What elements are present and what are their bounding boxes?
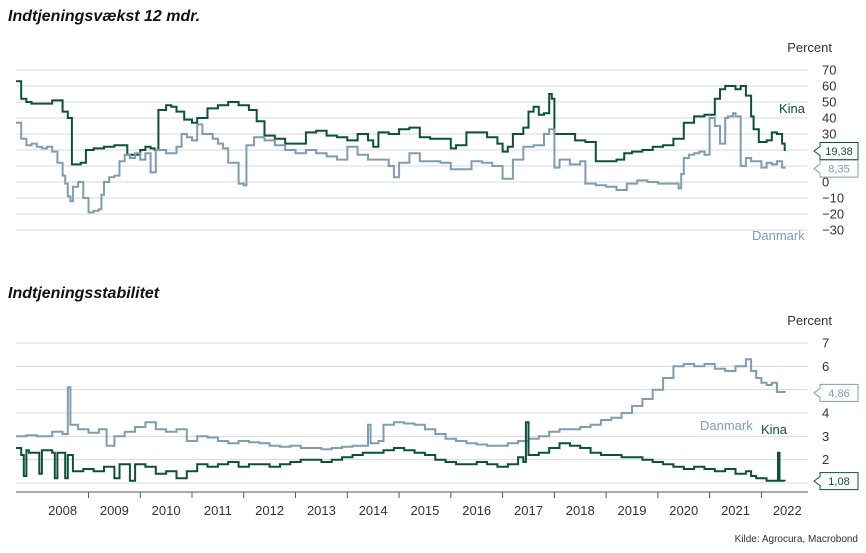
growth-ytick-label: 60: [822, 79, 836, 94]
x-tick-label: 2008: [48, 503, 77, 518]
x-tick-label: 2020: [669, 503, 698, 518]
stability-ytick-label: 2: [822, 452, 829, 467]
growth-unit-label: Percent: [787, 40, 832, 55]
growth-end-label-box-kina: [813, 141, 859, 160]
x-tick-label: 2012: [255, 503, 284, 518]
stability-ytick-label: 3: [822, 429, 829, 444]
stability-end-label-kina: 1,08: [828, 476, 849, 488]
growth-end-label-danmark: 8,35: [828, 164, 849, 176]
x-tick-label: 2017: [514, 503, 543, 518]
x-tick-label: 2021: [721, 503, 750, 518]
stability-legend-kina: Kina: [761, 422, 788, 437]
x-tick-label: 2014: [359, 503, 388, 518]
growth-series-danmark: [16, 112, 786, 214]
stability-end-label-box-danmark: [813, 383, 859, 402]
growth-legend-kina: Kina: [779, 101, 806, 116]
source-note: Kilde: Agrocura, Macrobond: [734, 534, 858, 545]
stability-ytick-label: 7: [822, 336, 829, 351]
x-tick-label: 2016: [462, 503, 491, 518]
stability-unit-label: Percent: [787, 313, 832, 328]
x-tick-label: 2015: [410, 503, 439, 518]
growth-ytick-label: 50: [822, 95, 836, 110]
x-tick-label: 2009: [100, 503, 129, 518]
growth-chart: 706050403020100−10−20−30Percent19,388,35…: [16, 40, 859, 243]
x-tick-label: 2019: [618, 503, 647, 518]
chart-title-stability: Indtjeningsstabilitet: [8, 285, 160, 302]
x-tick-label: 2013: [307, 503, 336, 518]
growth-legend-danmark: Danmark: [752, 228, 805, 243]
growth-end-label-kina: 19,38: [825, 146, 853, 158]
growth-ytick-label: −20: [822, 207, 844, 222]
growth-ytick-label: −30: [822, 223, 844, 238]
growth-ytick-label: −10: [822, 191, 844, 206]
growth-series-kina: [16, 80, 786, 166]
growth-ytick-label: 30: [822, 127, 836, 142]
growth-end-label-box-danmark: [813, 159, 859, 178]
x-axis: 2008 2009 2010 2011 2012 2013 2014 2015 2016 2017…: [16, 491, 808, 518]
stability-end-label-box-kina: [813, 472, 859, 491]
x-tick-label: 2011: [204, 503, 232, 518]
x-tick-label: 2018: [566, 503, 595, 518]
chart-title-growth: Indtjeningsvækst 12 mdr.: [8, 8, 201, 25]
stability-ytick-label: 4: [822, 406, 829, 421]
stability-series-kina: [16, 421, 786, 482]
stability-ytick-label: 6: [822, 359, 829, 374]
stability-legend-danmark: Danmark: [700, 418, 753, 433]
growth-ytick-label: 0: [822, 175, 829, 190]
x-tick-label: 2022: [773, 503, 802, 518]
stability-legend-backdrop: [696, 414, 754, 436]
growth-ytick-label: 70: [822, 63, 836, 78]
stability-end-label-danmark: 4,86: [828, 388, 849, 400]
x-tick-label: 2010: [152, 503, 181, 518]
growth-ytick-label: 40: [822, 111, 836, 126]
stability-series-danmark: [16, 358, 786, 451]
